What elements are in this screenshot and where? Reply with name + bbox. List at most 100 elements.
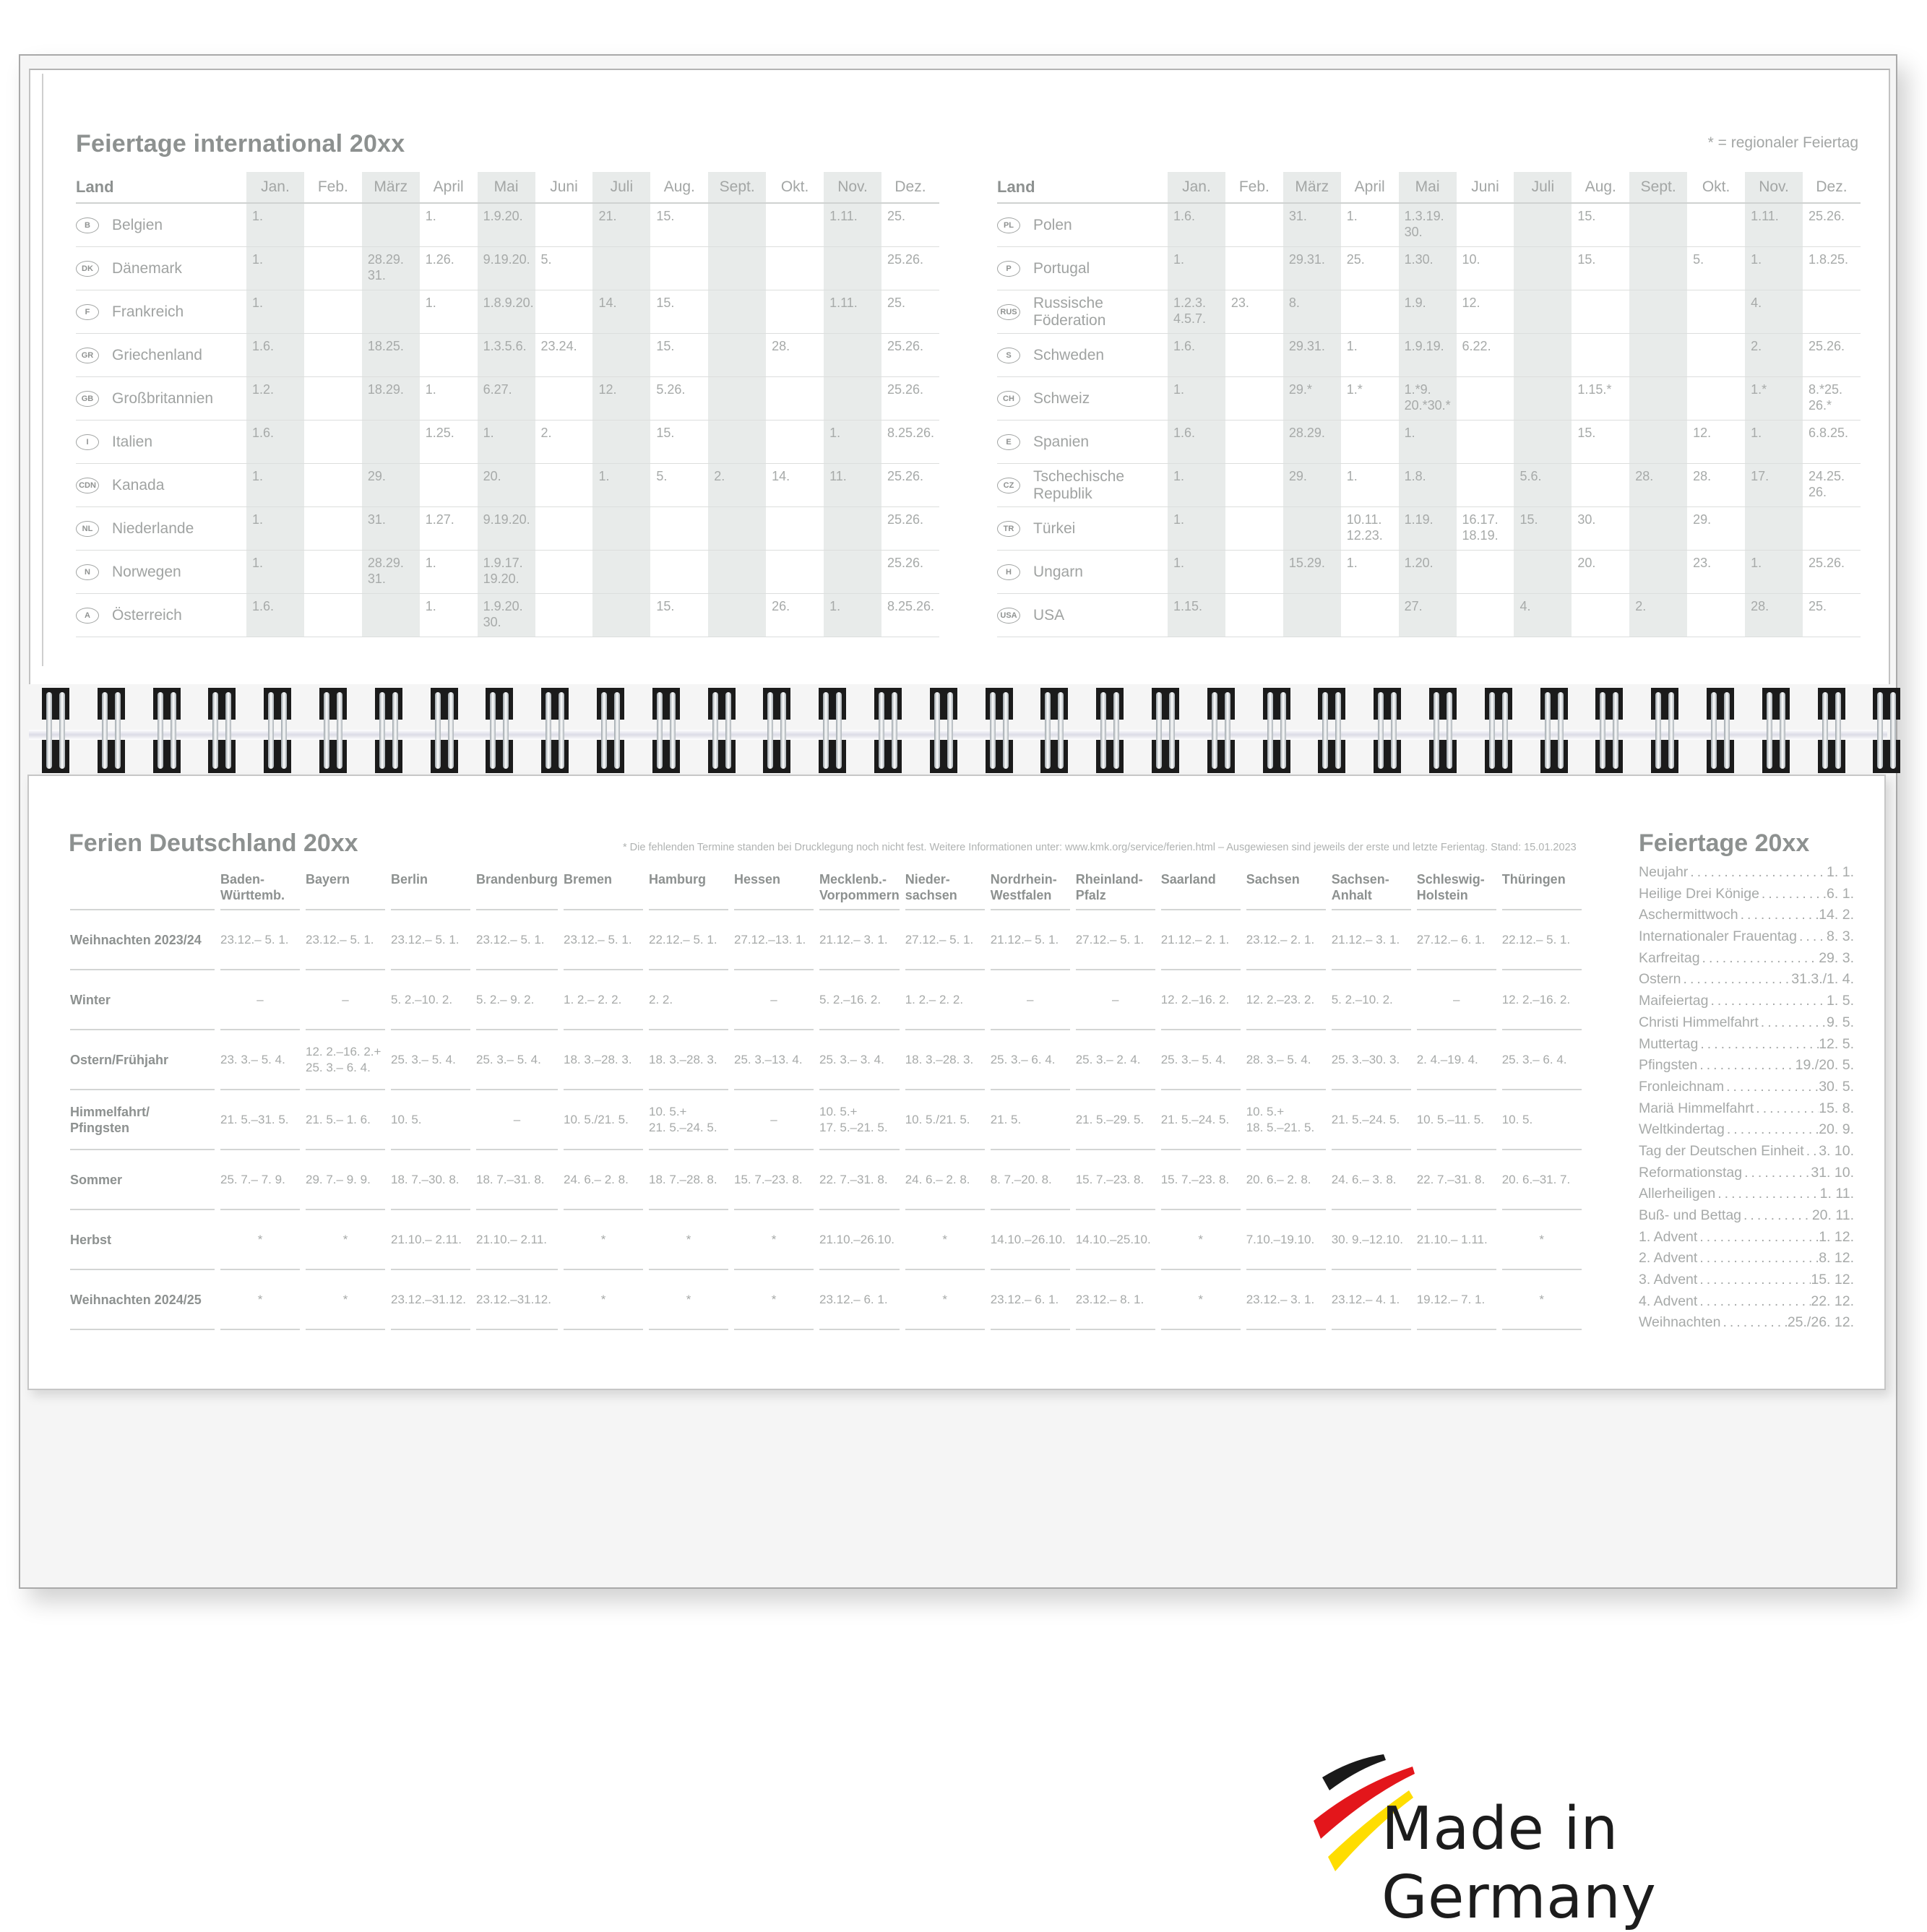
holiday-range-cell: 29. 7.– 9. 9.	[306, 1150, 385, 1210]
holiday-range-cell: 25. 3.– 6. 4.	[990, 1030, 1070, 1090]
spiral-coil-icon	[597, 688, 624, 773]
country-row: CH Schweiz 1. 29.* 1.* 1.*9. 20.*30.* 1.15.* 1.…	[997, 376, 1861, 421]
holiday-range-cell: 15. 7.–23. 8.	[1075, 1150, 1155, 1210]
holiday-period-row: Ostern/Frühjahr 23. 3.– 5. 4. 12. 2.–16. 2…	[70, 1030, 1582, 1090]
holiday-list-item: Christi Himmelfahrt 9. 5.	[1639, 1012, 1854, 1034]
country-name: Türkei	[1033, 519, 1076, 537]
column-gap	[558, 1269, 564, 1329]
country-name: Niederlande	[112, 519, 194, 537]
spiral-coil-icon	[1040, 688, 1069, 773]
column-gap	[1411, 1209, 1417, 1269]
spiral-coil-icon	[1762, 688, 1790, 773]
country-row: DK Dänemark 1. 28.29. 31. 1.26. 9.19.20. 5. 25.…	[76, 246, 939, 290]
country-row: USA USA 1.15. 27. 4. 2. 28. 25.	[997, 593, 1861, 637]
holiday-dates-cell	[824, 506, 881, 551]
month-column-header: Dez.	[1802, 172, 1861, 204]
holiday-range-cell: 5. 2.–10. 2.	[391, 970, 470, 1030]
holiday-dates-cell: 25.	[1802, 593, 1861, 637]
holiday-range-cell: 23.12.– 5. 1.	[220, 910, 300, 970]
holiday-dates-cell	[592, 506, 651, 551]
holiday-dates-cell: 1.	[824, 593, 881, 637]
column-gap	[1241, 970, 1246, 1030]
column-gap	[1326, 1030, 1332, 1090]
holiday-dates-cell: 20.	[477, 463, 535, 507]
country-code-oval-icon: H	[997, 564, 1020, 580]
column-gap	[1070, 1150, 1076, 1209]
column-gap	[215, 1209, 220, 1269]
holiday-dates-cell	[1687, 333, 1746, 377]
country-cell: S Schweden	[997, 333, 1168, 377]
holiday-dates-cell	[1225, 550, 1283, 594]
country-cell: CZ Tschechische Republik	[997, 463, 1168, 507]
holiday-range-cell: *	[905, 1269, 985, 1330]
dot-leader	[1688, 862, 1827, 884]
spiral-coil-icon	[1207, 688, 1235, 773]
holiday-date: 29. 3.	[1819, 949, 1854, 966]
holiday-dates-cell	[303, 506, 362, 551]
holiday-dates-cell: 25.26.	[1802, 550, 1861, 594]
holiday-dates-cell	[1514, 246, 1572, 290]
dot-leader	[1742, 1163, 1811, 1184]
holiday-dates-cell	[535, 506, 593, 551]
holiday-date: 31. 10.	[1811, 1164, 1854, 1181]
holiday-dates-cell	[592, 550, 651, 594]
holiday-range-cell: 14.10.–25.10.	[1075, 1209, 1155, 1270]
holiday-range-cell: 23.12.– 2. 1.	[1246, 910, 1326, 970]
dot-leader	[1720, 1312, 1787, 1334]
holiday-dates-cell: 4.	[1514, 593, 1572, 637]
holiday-dates-cell: 25.26.	[1802, 333, 1861, 377]
month-column-header: Dez.	[881, 172, 939, 204]
holiday-period-row: Winter – –5. 2.–10. 2. 5. 2.– 9. 2. 1. 2.– 2…	[70, 970, 1582, 1030]
spiral-coil-icon	[264, 688, 292, 773]
holiday-dates-cell: 1.	[1745, 550, 1803, 594]
column-gap	[985, 1150, 991, 1209]
state-column-header: Hessen	[734, 867, 814, 910]
holiday-dates-cell	[708, 333, 767, 377]
holiday-dates-cell: 5.	[1687, 246, 1746, 290]
holiday-dates-cell: 23.	[1225, 290, 1283, 334]
spiral-coil-icon	[374, 688, 402, 773]
month-column-header: Aug.	[650, 172, 709, 204]
column-gap	[385, 1090, 391, 1150]
holiday-dates-cell: 1.	[246, 246, 304, 290]
holiday-dates-cell	[535, 593, 593, 637]
holiday-dates-cell: 23.	[1687, 550, 1746, 594]
holiday-date: 1. 5.	[1827, 993, 1854, 1009]
holiday-dates-cell: 10.11. 12.23.	[1340, 506, 1399, 551]
column-gap	[1411, 867, 1417, 910]
holiday-dates-cell	[592, 420, 651, 464]
column-gap	[643, 1150, 649, 1209]
country-row: GR Griechenland 1.6. 18.25. 1.3.5.6. 23.24. 15…	[76, 333, 939, 377]
column-gap	[1241, 1269, 1246, 1329]
holiday-dates-cell	[766, 376, 824, 421]
holiday-date: 31.3./1. 4.	[1791, 971, 1854, 988]
holiday-dates-cell: 15.	[1514, 506, 1572, 551]
column-gap	[1496, 970, 1502, 1030]
holiday-range-cell: –	[306, 970, 385, 1030]
holiday-range-cell: *	[1501, 1209, 1582, 1270]
column-gap	[558, 1209, 564, 1269]
column-gap	[814, 1269, 819, 1329]
state-column-header: Nieder- sachsen	[905, 867, 985, 910]
country-row: CDN Kanada 1. 29. 20. 1. 5. 2. 14. 11. 25.26.	[76, 463, 939, 507]
spiral-coil-icon	[874, 688, 902, 773]
holiday-dates-cell: 12.	[592, 376, 651, 421]
country-code-oval-icon: RUS	[997, 303, 1020, 320]
dot-leader	[1698, 1034, 1819, 1056]
holiday-dates-cell	[535, 376, 593, 421]
month-column-header: Juni	[535, 172, 593, 204]
holiday-dates-cell	[303, 203, 362, 247]
country-row: A Österreich 1.6. 1. 1.9.20. 30. 15. 26. 1. 8.25…	[76, 593, 939, 637]
country-name: Italien	[112, 433, 153, 450]
holiday-dates-cell: 1.	[1340, 203, 1399, 247]
holiday-range-cell: 28. 3.– 5. 4.	[1246, 1030, 1326, 1090]
holiday-list-item: Fronleichnam 30. 5.	[1639, 1077, 1854, 1098]
holiday-range-cell: 21. 5.–24. 5.	[1331, 1090, 1411, 1150]
holiday-range-cell: 10. 5.+ 21. 5.–24. 5.	[649, 1090, 729, 1150]
holiday-dates-cell	[1225, 246, 1283, 290]
holiday-dates-cell: 1.11.	[824, 203, 881, 247]
column-gap	[215, 1150, 220, 1209]
month-column-header: März	[1282, 172, 1341, 204]
holiday-dates-cell: 28.29. 31.	[361, 246, 420, 290]
column-gap	[900, 1209, 905, 1269]
